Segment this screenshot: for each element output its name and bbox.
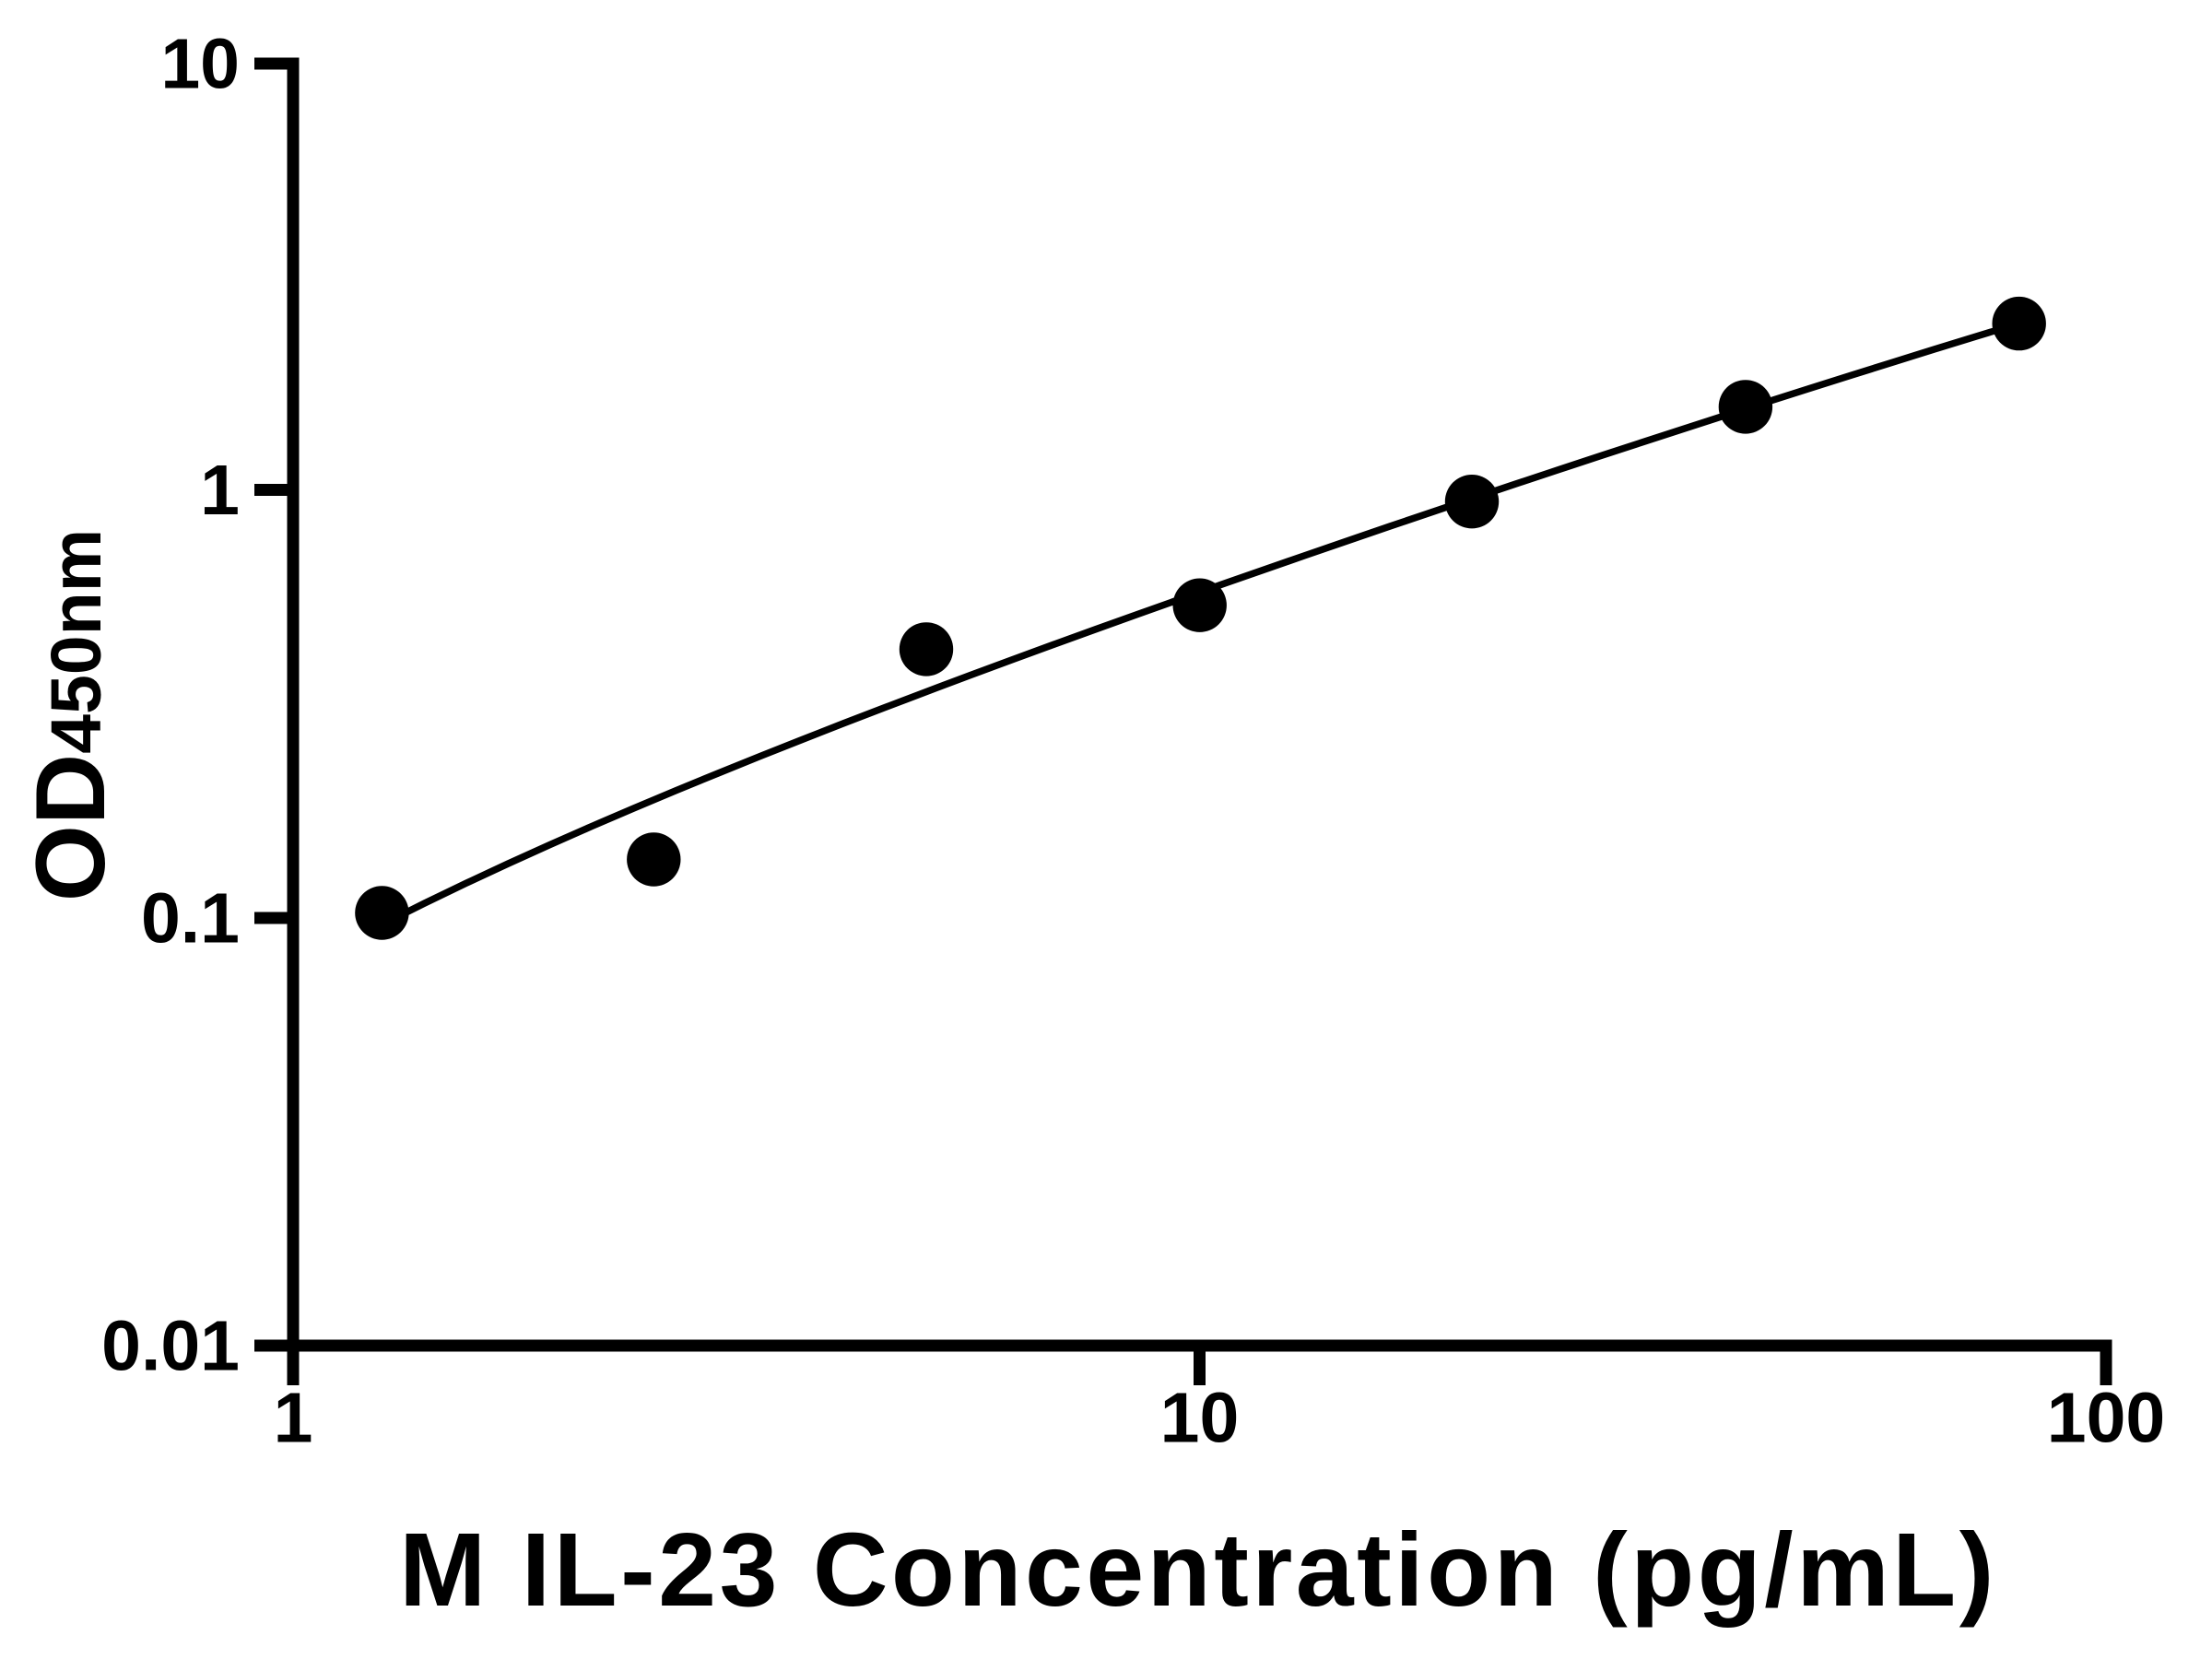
svg-text:10: 10 — [160, 25, 240, 104]
svg-text:OD450nm: OD450nm — [15, 529, 125, 901]
svg-text:0.1: 0.1 — [141, 879, 240, 959]
svg-text:1: 1 — [200, 451, 240, 530]
svg-text:0.01: 0.01 — [101, 1307, 240, 1386]
svg-text:M IL-23 Concentration (pg/mL): M IL-23 Concentration (pg/mL) — [399, 1512, 1997, 1628]
svg-text:10: 10 — [1160, 1379, 1240, 1458]
svg-text:1: 1 — [274, 1379, 313, 1458]
svg-text:100: 100 — [2047, 1379, 2165, 1458]
